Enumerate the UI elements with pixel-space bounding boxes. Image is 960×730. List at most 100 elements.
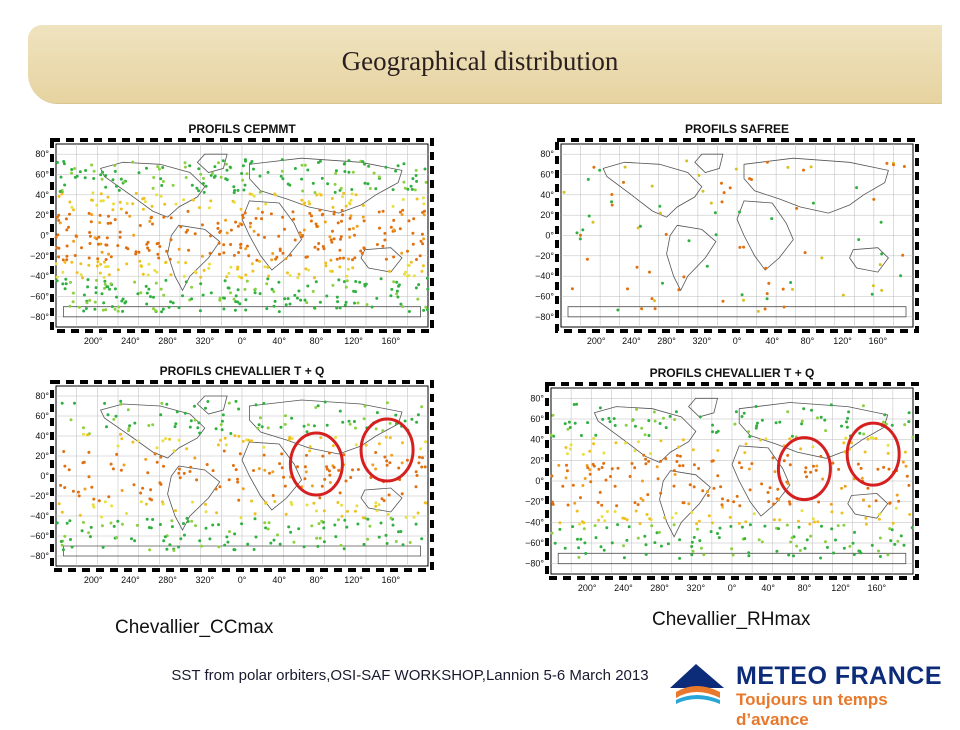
profile-point xyxy=(205,463,209,466)
continent-outline xyxy=(196,153,228,173)
profile-point xyxy=(317,522,321,526)
profile-point xyxy=(565,463,568,467)
profile-point xyxy=(154,281,158,285)
highlight-circle xyxy=(288,431,344,497)
profile-point xyxy=(717,536,721,540)
profile-point xyxy=(374,504,378,508)
profile-point xyxy=(164,437,168,441)
profile-point xyxy=(93,236,97,240)
profile-point xyxy=(102,260,106,264)
profile-point xyxy=(857,549,861,553)
profile-point xyxy=(239,246,243,250)
profile-point xyxy=(109,255,113,259)
map-title: PROFILS CHEVALLIER T + Q xyxy=(160,364,325,378)
x-tick-label: 200° xyxy=(578,583,597,593)
profile-point xyxy=(336,221,340,225)
profile-point xyxy=(79,262,83,266)
profile-point xyxy=(242,188,246,192)
profile-point xyxy=(419,447,423,451)
profile-point xyxy=(178,476,182,480)
profile-point xyxy=(239,207,243,211)
profile-point xyxy=(224,443,228,447)
profile-point xyxy=(848,544,852,548)
profile-point xyxy=(289,530,293,534)
x-tick-label: 40° xyxy=(272,336,286,346)
profile-point xyxy=(201,182,205,185)
profile-point xyxy=(158,245,162,248)
profile-point xyxy=(639,497,643,500)
profile-point xyxy=(60,401,64,405)
profile-point xyxy=(789,281,793,284)
profile-point xyxy=(735,494,739,498)
profile-point xyxy=(903,423,907,427)
profile-point xyxy=(325,465,329,469)
profile-point xyxy=(184,176,188,179)
profile-point xyxy=(730,547,734,551)
profile-point xyxy=(635,265,639,269)
profile-point xyxy=(159,455,163,459)
profile-point xyxy=(404,515,408,519)
x-tick-label: 240° xyxy=(622,336,641,346)
profile-point xyxy=(552,434,556,438)
profile-point xyxy=(236,477,239,481)
continent-outline xyxy=(360,487,403,513)
profile-point xyxy=(682,501,686,505)
profile-point xyxy=(690,545,694,548)
profile-point xyxy=(169,300,173,304)
profile-point xyxy=(62,450,66,453)
profile-point xyxy=(842,546,846,550)
profile-point xyxy=(659,491,663,495)
profile-point xyxy=(747,430,750,434)
profile-point xyxy=(843,484,847,488)
profile-point xyxy=(800,419,804,423)
profile-point xyxy=(608,420,612,424)
profile-point xyxy=(225,231,229,235)
profile-point xyxy=(193,456,197,460)
profile-point xyxy=(217,161,220,165)
profile-point xyxy=(178,467,181,471)
profile-point xyxy=(82,460,86,464)
profile-point xyxy=(755,424,759,428)
profile-point xyxy=(86,433,89,437)
profile-point xyxy=(797,519,800,523)
profile-point xyxy=(636,226,640,230)
profile-point xyxy=(326,182,330,186)
profile-point xyxy=(638,224,642,228)
profile-point xyxy=(280,169,284,173)
profile-point xyxy=(394,169,398,173)
profile-point xyxy=(287,525,291,529)
profile-point xyxy=(209,234,213,238)
profile-point xyxy=(163,202,167,206)
profile-point xyxy=(876,467,880,471)
x-tick-label: 0° xyxy=(238,336,247,346)
profile-point xyxy=(634,509,638,513)
profile-point xyxy=(830,527,834,531)
logo-tagline: Toujours un temps d’avance xyxy=(736,690,888,729)
profile-point xyxy=(167,305,171,309)
profile-point xyxy=(249,221,252,225)
profile-point xyxy=(571,525,575,529)
profile-point xyxy=(348,235,352,239)
profile-point xyxy=(148,219,152,223)
y-tick-label: −80° xyxy=(30,551,49,561)
profile-point xyxy=(199,275,203,279)
x-tick-label: 320° xyxy=(686,583,705,593)
profile-point xyxy=(325,423,329,427)
profile-point xyxy=(602,451,606,455)
profile-point xyxy=(269,212,273,216)
profile-point xyxy=(288,274,292,278)
profile-point xyxy=(152,307,155,311)
profile-point xyxy=(327,451,331,455)
y-tick-label: −40° xyxy=(30,271,49,281)
profile-point xyxy=(349,214,353,218)
profile-point xyxy=(655,531,659,535)
profile-point xyxy=(197,421,201,425)
y-tick-label: 60° xyxy=(35,411,49,421)
profile-point xyxy=(397,530,400,534)
profile-point xyxy=(165,547,169,551)
profile-point xyxy=(164,260,168,264)
profile-point xyxy=(103,282,107,286)
profile-point xyxy=(234,294,238,298)
profile-point xyxy=(190,297,194,301)
profile-point xyxy=(225,162,228,166)
